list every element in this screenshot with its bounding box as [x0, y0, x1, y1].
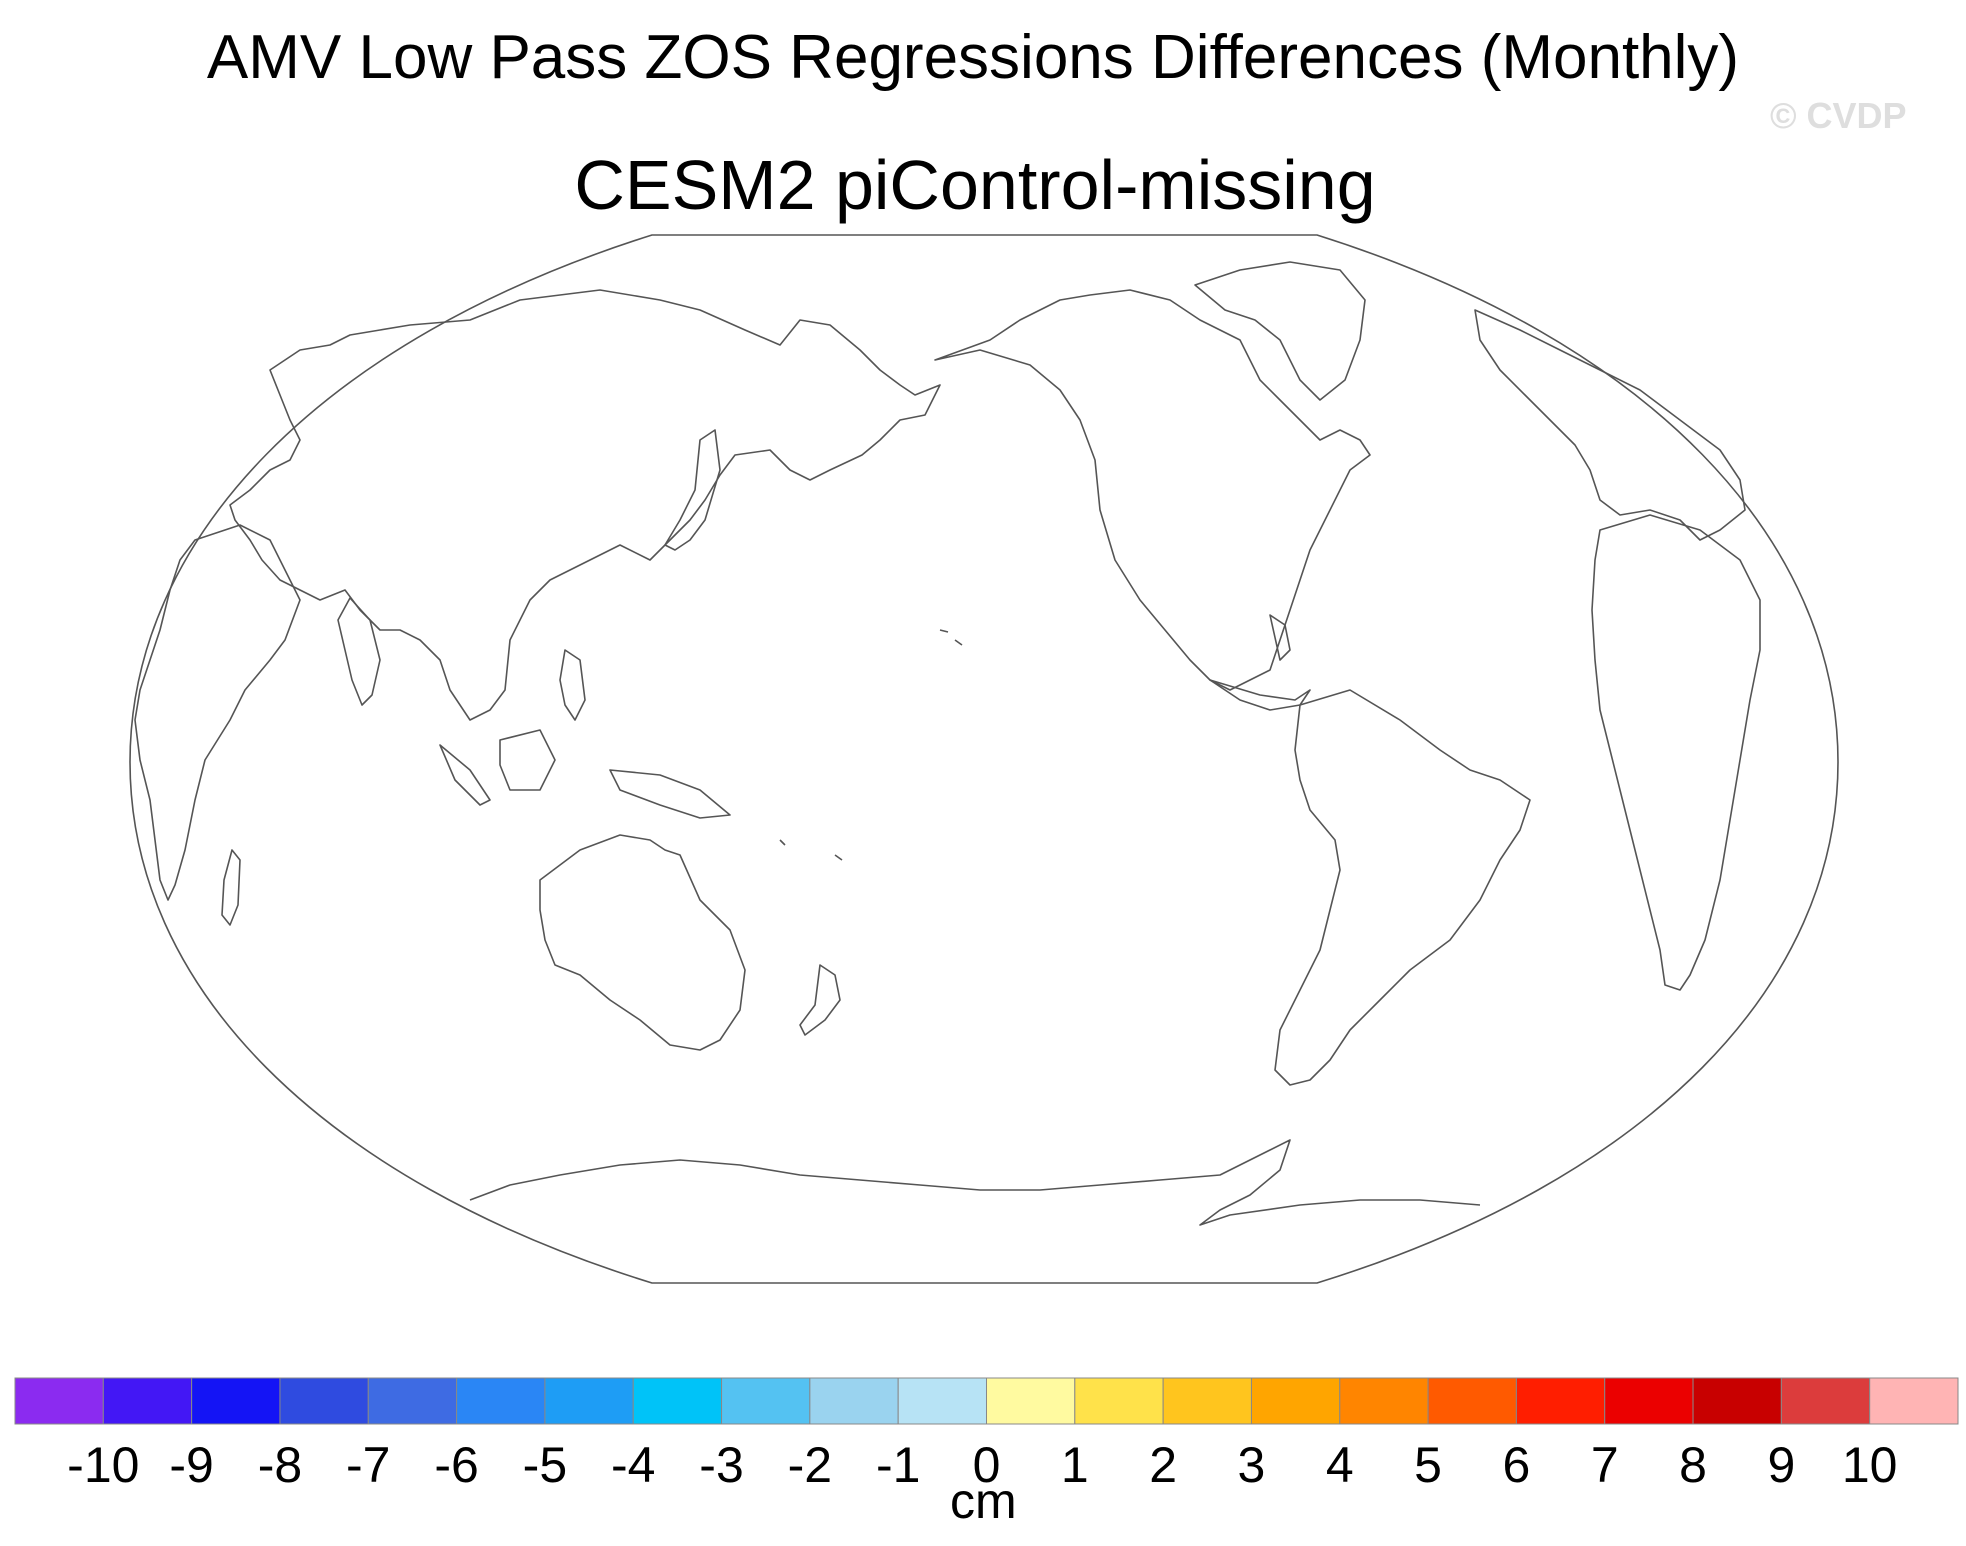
- colorbar-tick-label: -10: [67, 1437, 139, 1493]
- colorbar-swatch: [1869, 1377, 1959, 1425]
- colorbar-swatch: [367, 1377, 458, 1425]
- fiji-coastline: [779, 839, 843, 861]
- new-guinea-coastline: [609, 769, 731, 819]
- hawaii-coastline: [939, 629, 963, 646]
- colorbar-tick-label: 6: [1503, 1437, 1531, 1493]
- japan-coastline: [664, 429, 721, 551]
- colorbar-tick-label: -3: [699, 1437, 743, 1493]
- borneo-coastline: [499, 729, 556, 791]
- colorbar-swatch: [721, 1377, 811, 1425]
- madagascar-coastline: [221, 849, 241, 926]
- colorbar-tick-label: 8: [1679, 1437, 1707, 1493]
- colorbar-tick-label: -5: [523, 1437, 567, 1493]
- florida-coastline: [1269, 614, 1291, 661]
- colorbar-tick-label: 1: [1061, 1437, 1089, 1493]
- colorbar-tick-label: 4: [1326, 1437, 1354, 1493]
- colorbar-swatch: [456, 1377, 546, 1425]
- colorbar-swatch: [986, 1377, 1076, 1425]
- colorbar-swatch: [1427, 1377, 1517, 1425]
- colorbar-tick-label: -2: [788, 1437, 832, 1493]
- colorbar-tick-label: -9: [169, 1437, 213, 1493]
- india-coastline: [337, 597, 381, 706]
- west-africa-coastline: [1591, 514, 1761, 991]
- colorbar-tick-label: -1: [876, 1437, 920, 1493]
- colorbar-swatch: [1604, 1377, 1694, 1425]
- greenland-coastline: [1194, 261, 1366, 401]
- colorbar-tick-label: 3: [1238, 1437, 1266, 1493]
- colorbar-swatch: [14, 1377, 104, 1425]
- colorbar-tick-label: -6: [434, 1437, 478, 1493]
- colorbar-swatch: [1162, 1377, 1252, 1425]
- colorbar-tick-label: -4: [611, 1437, 655, 1493]
- philippines-coastline: [559, 649, 586, 721]
- colorbar-swatch: [1250, 1377, 1341, 1425]
- antarctica-coastline: [469, 1139, 1481, 1226]
- colorbar-tick-label: -8: [258, 1437, 302, 1493]
- south-america-coastline: [1274, 689, 1531, 1086]
- figure-title: AMV Low Pass ZOS Regressions Differences…: [206, 23, 1740, 92]
- colorbar-swatch: [809, 1377, 899, 1425]
- colorbar-swatch: [544, 1377, 634, 1425]
- colorbar-tick-label: 7: [1591, 1437, 1619, 1493]
- colorbar-swatch: [102, 1377, 193, 1425]
- colorbar-tick-label: -7: [346, 1437, 390, 1493]
- australia-coastline: [539, 834, 746, 1051]
- new-zealand-coastline: [799, 964, 841, 1036]
- north-america-coastline: [934, 289, 1371, 691]
- colorbar-tick-label: 5: [1414, 1437, 1442, 1493]
- colorbar-swatch: [279, 1377, 369, 1425]
- europe-coastline: [1474, 309, 1746, 541]
- africa-coastline: [134, 524, 301, 901]
- colorbar-swatch: [191, 1377, 281, 1425]
- colorbar-swatch: [1780, 1377, 1871, 1425]
- sumatra-coastline: [439, 744, 491, 806]
- central-america-coastline: [1209, 679, 1311, 711]
- colorbar-swatches: [14, 1377, 1959, 1425]
- map-frame: [129, 234, 1839, 1284]
- colorbar-tick-label: 2: [1149, 1437, 1177, 1493]
- colorbar-tick-label: 0: [973, 1437, 1001, 1493]
- eurasia-coastline: [229, 289, 941, 721]
- colorbar-swatch: [897, 1377, 988, 1425]
- colorbar-unit-label: cm: [950, 1473, 1017, 1529]
- colorbar-ticks: -10 -9 -8 -7 -6 -5 -4 -3 -2 -1 0 1 2 3 4 5 6 7 8 9 10: [67, 1437, 1897, 1493]
- figure-subtitle: CESM2 piControl-missing: [574, 146, 1376, 224]
- colorbar-swatch: [632, 1377, 723, 1425]
- colorbar-tick-label: 10: [1842, 1437, 1898, 1493]
- cvdp-watermark: © CVDP: [1770, 95, 1907, 136]
- colorbar-swatch: [1692, 1377, 1782, 1425]
- colorbar-swatch: [1074, 1377, 1164, 1425]
- colorbar-swatch: [1339, 1377, 1429, 1425]
- colorbar-tick-label: 9: [1767, 1437, 1795, 1493]
- colorbar-swatch: [1515, 1377, 1606, 1425]
